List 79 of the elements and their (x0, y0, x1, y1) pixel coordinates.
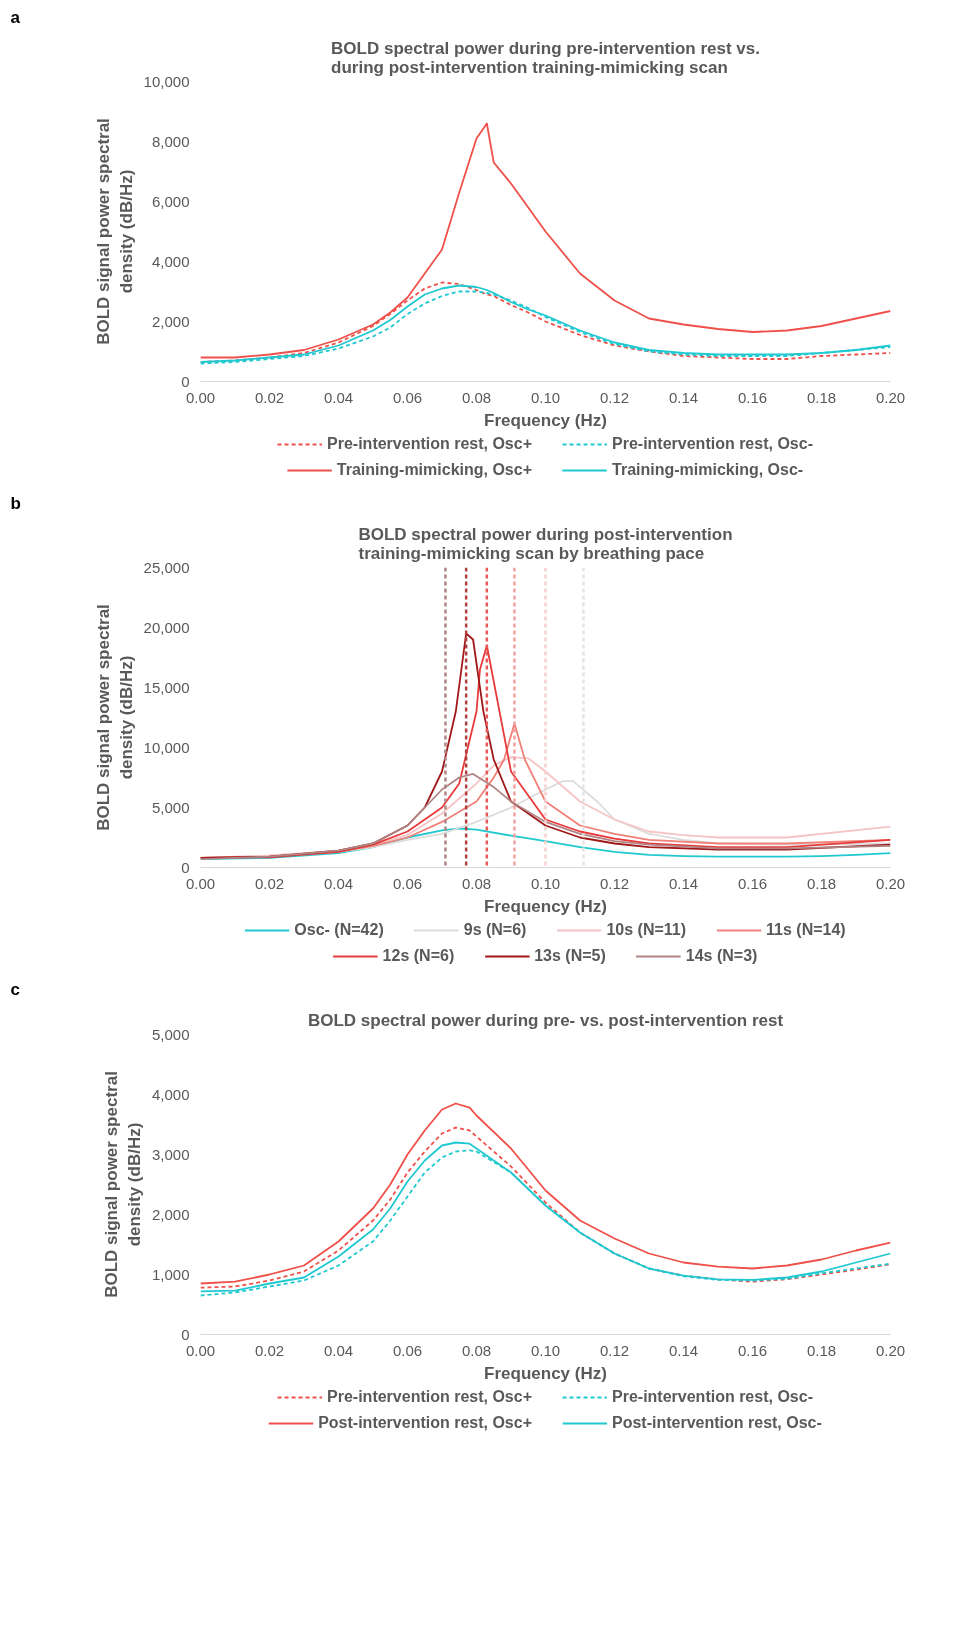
x-tick-label: 0.10 (530, 1341, 561, 1359)
legend-label: Osc- (N=42) (294, 921, 384, 939)
y-tick-label: 0 (181, 858, 190, 876)
y-tick-label: 5,000 (151, 798, 190, 816)
x-tick-label: 0.04 (323, 1341, 354, 1359)
x-tick-label: 0.18 (806, 874, 837, 892)
x-tick-label: 0.04 (323, 874, 354, 892)
x-tick-label: 0.18 (806, 1341, 837, 1359)
y-tick-label: 4,000 (151, 252, 190, 270)
chart-title: BOLD spectral power during pre-intervention rest vs. during post-intervention training-mimicking scan (331, 38, 760, 77)
x-tick-label: 0.16 (737, 388, 768, 406)
y-tick-label: 1,000 (151, 1265, 190, 1283)
y-axis-title: BOLD signal power spectral density (dB/Hz) (93, 118, 136, 345)
legend-label: 12s (N=6) (382, 947, 455, 965)
x-tick-label: 0.14 (668, 1341, 699, 1359)
legend-label: 13s (N=5) (534, 947, 606, 965)
x-tick-label: 0.00 (185, 874, 216, 892)
y-tick-label: 4,000 (151, 1085, 190, 1103)
y-tick-label: 8,000 (151, 132, 190, 150)
legend-label: Pre-intervention rest, Osc- (612, 1388, 813, 1406)
legend-label: 11s (N=14) (766, 921, 846, 939)
x-tick-label: 0.08 (461, 388, 492, 406)
x-tick-label: 0.16 (737, 874, 768, 892)
x-tick-label: 0.08 (461, 1341, 492, 1359)
x-tick-label: 0.18 (806, 388, 837, 406)
y-tick-label: 2,000 (151, 1205, 190, 1223)
y-tick-label: 25,000 (143, 558, 190, 576)
x-tick-label: 0.06 (392, 388, 423, 406)
x-tick-label: 0.02 (254, 1341, 285, 1359)
text: a (10, 7, 21, 27)
x-tick-label: 0.08 (461, 874, 492, 892)
x-tick-label: 0.00 (185, 388, 216, 406)
x-tick-label: 0.20 (875, 874, 906, 892)
x-axis-title: Frequency (Hz) (484, 1363, 607, 1383)
legend-label: Pre-intervention rest, Osc+ (327, 435, 533, 453)
text: c (10, 979, 20, 999)
x-tick-label: 0.12 (599, 1341, 630, 1359)
legend-label: 14s (N=3) (685, 947, 758, 965)
x-tick-label: 0.16 (737, 1341, 768, 1359)
legend-label: Training-mimicking, Osc+ (336, 461, 533, 479)
x-tick-label: 0.20 (875, 388, 906, 406)
legend-label: 9s (N=6) (463, 921, 527, 939)
x-tick-label: 0.10 (530, 388, 561, 406)
legend-label: 10s (N=11) (606, 921, 687, 939)
x-tick-label: 0.12 (599, 874, 630, 892)
x-axis-title: Frequency (Hz) (484, 410, 607, 430)
x-axis-title: Frequency (Hz) (484, 896, 607, 916)
y-tick-label: 0 (181, 1325, 190, 1343)
y-axis-title: BOLD signal power spectral density (dB/Hz) (102, 1071, 144, 1298)
y-tick-label: 3,000 (151, 1145, 190, 1163)
y-tick-label: 20,000 (143, 618, 190, 636)
x-tick-label: 0.04 (323, 388, 354, 406)
x-tick-label: 0.00 (185, 1341, 216, 1359)
legend-label: Training-mimicking, Osc- (612, 461, 804, 479)
x-tick-label: 0.06 (392, 874, 423, 892)
legend-label: Pre-intervention rest, Osc- (612, 435, 813, 453)
chart-title: BOLD spectral power during post-intervention training-mimicking scan by breathing pace (358, 524, 733, 563)
x-tick-label: 0.12 (599, 388, 630, 406)
y-tick-label: 0 (181, 372, 190, 390)
chart-title: BOLD spectral power during pre- vs. post-intervention rest (307, 1010, 784, 1030)
line-series (200, 122, 891, 359)
y-tick-label: 2,000 (151, 312, 190, 330)
y-tick-label: 5,000 (151, 1025, 190, 1043)
y-tick-label: 10,000 (143, 738, 190, 756)
y-tick-label: 6,000 (151, 192, 190, 210)
y-tick-label: 10,000 (143, 72, 190, 90)
y-axis-title: BOLD signal power spectral density (dB/Hz) (93, 604, 136, 831)
x-tick-label: 0.06 (392, 1341, 423, 1359)
legend-label: Pre-intervention rest, Osc+ (327, 1388, 533, 1406)
x-tick-label: 0.10 (530, 874, 561, 892)
legend-label: Post-intervention rest, Osc- (612, 1414, 822, 1432)
x-tick-label: 0.20 (875, 1341, 906, 1359)
x-tick-label: 0.14 (668, 388, 699, 406)
x-tick-label: 0.02 (254, 874, 285, 892)
x-tick-label: 0.14 (668, 874, 699, 892)
text: b (10, 493, 21, 513)
y-tick-label: 15,000 (143, 678, 190, 696)
legend-label: Post-intervention rest, Osc+ (318, 1414, 533, 1432)
x-tick-label: 0.02 (254, 388, 285, 406)
